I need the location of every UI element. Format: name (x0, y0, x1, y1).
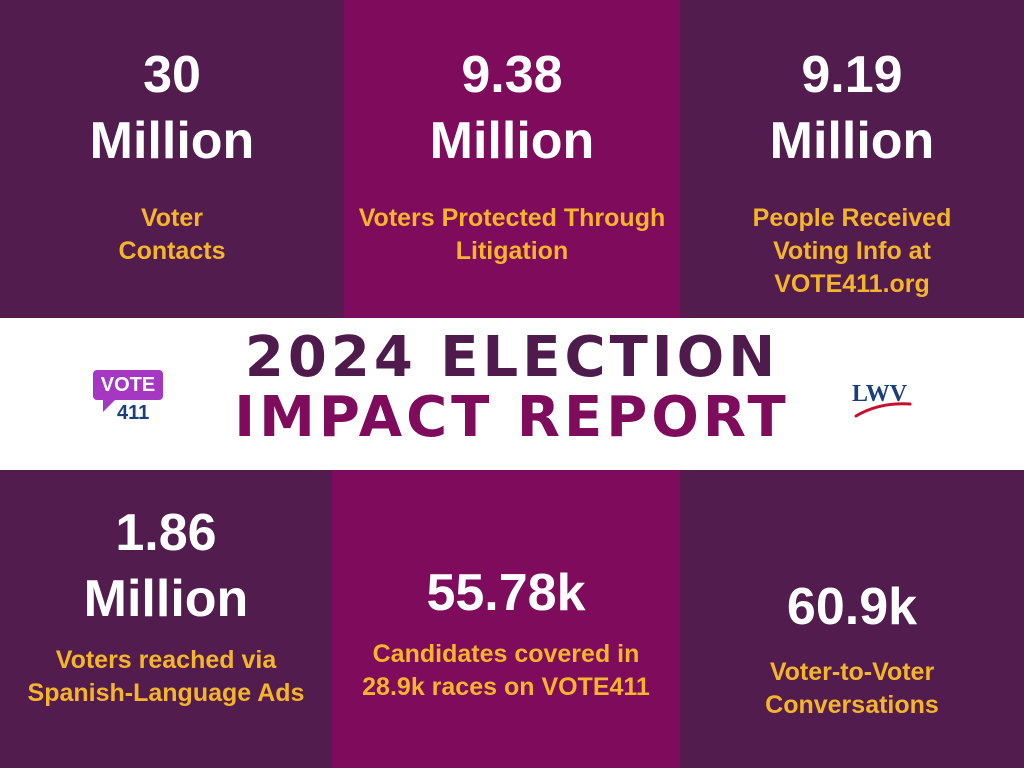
stat-value: 9.38 Million (344, 0, 680, 174)
stat-label: Voter-to-Voter Conversations (765, 658, 939, 719)
stat-panel-spanish-ads: 1.86 Million Voters reached via Spanish-… (0, 470, 332, 768)
stat-label: Candidates covered in 28.9k races on VOT… (362, 640, 650, 701)
lwv-swoosh-icon (854, 402, 912, 418)
stat-panel-vote411-info: 9.19 Million People Received Voting Info… (680, 0, 1024, 318)
report-title-line-2: IMPACT REPORT (234, 385, 790, 450)
stat-panel-voter-contacts: 30 Million Voter Contacts (0, 0, 344, 318)
stat-number: 30 (143, 46, 201, 104)
lwv-logo: LWV (852, 380, 912, 420)
stat-unit: Million (769, 112, 935, 170)
vote411-logo-tail (103, 400, 115, 412)
stat-label: Voters Protected Through Litigation (358, 204, 666, 265)
stat-label: Voter Contacts (118, 204, 226, 265)
stat-value: 60.9k (786, 578, 918, 636)
stat-unit: Million (89, 112, 255, 170)
stat-label: People Received Voting Info at VOTE411.o… (752, 204, 952, 298)
stat-number: 9.38 (461, 46, 563, 104)
vote411-logo: VOTE 411 (93, 370, 163, 426)
stat-unit: Million (83, 570, 249, 628)
vote411-logo-number: 411 (117, 402, 150, 424)
stat-label: Voters reached via Spanish-Language Ads (27, 646, 305, 707)
stat-number: 1.86 (115, 504, 217, 562)
stat-panel-litigation: 9.38 Million Voters Protected Through Li… (344, 0, 680, 318)
title-banner: VOTE 411 2024 ELECTION IMPACT REPORT LWV (0, 318, 1024, 470)
stat-panel-candidates: 55.78k Candidates covered in 28.9k races… (332, 470, 680, 768)
stat-panel-conversations: 60.9k Voter-to-Voter Conversations (680, 470, 1024, 768)
stat-unit: Million (429, 112, 595, 170)
report-title-line-1: 2024 ELECTION (244, 325, 780, 390)
stat-value: 9.19 Million (680, 0, 1024, 174)
stat-value: 55.78k (426, 564, 586, 622)
stat-number: 9.19 (801, 46, 903, 104)
stat-value: 30 Million (0, 0, 344, 174)
stat-value: 1.86 Million (0, 470, 332, 632)
vote411-logo-bubble: VOTE (93, 370, 163, 400)
